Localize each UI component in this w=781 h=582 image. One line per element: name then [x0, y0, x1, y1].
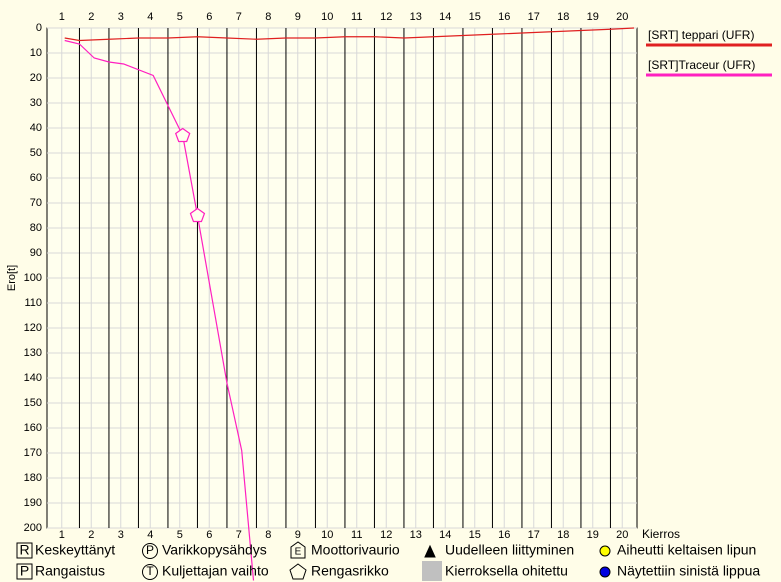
icon-house — [290, 541, 306, 559]
y-tick-label: 60 — [30, 172, 42, 184]
icon-circle — [142, 543, 158, 559]
x-tick-label: 14 — [439, 529, 451, 541]
y-tick-label: 30 — [30, 97, 42, 109]
series-line — [64, 27, 635, 42]
icon-blue — [599, 566, 611, 578]
x-tick-label-top: 4 — [147, 11, 153, 23]
x-tick-label-top: 8 — [265, 11, 271, 23]
icon-box — [16, 563, 33, 580]
legend-label: Keskeyttänyt — [35, 542, 115, 558]
x-tick-label-top: 5 — [177, 11, 183, 23]
x-tick-label: 8 — [265, 529, 271, 541]
icon-circle — [142, 564, 158, 580]
y-axis-label: Ero[t] — [6, 265, 18, 291]
x-tick-label-top: 2 — [88, 11, 94, 23]
x-tick-label-top: 19 — [587, 11, 599, 23]
icon-letter: E — [295, 547, 302, 558]
legend-label: [SRT] teppari (UFR) — [648, 28, 754, 42]
tyre-marker — [189, 207, 206, 223]
y-tick-label: 90 — [30, 247, 42, 259]
x-tick-label-top: 15 — [469, 11, 481, 23]
y-tick-label: 140 — [24, 372, 42, 384]
x-tick-label-top: 14 — [439, 11, 451, 23]
y-tick-label: 120 — [24, 322, 42, 334]
icon-letter: T — [146, 564, 154, 578]
y-tick-label: 160 — [24, 422, 42, 434]
y-tick-label: 10 — [30, 47, 42, 59]
x-tick-label: 9 — [295, 529, 301, 541]
legend-label: Moottorivaurio — [311, 542, 400, 558]
x-tick-label: 13 — [410, 529, 422, 541]
legend-label: Aiheutti keltaisen lipun — [617, 542, 756, 558]
x-tick-label: 12 — [380, 529, 392, 541]
x-tick-label-top: 10 — [321, 11, 333, 23]
x-tick-label-top: 16 — [498, 11, 510, 23]
legend-label: Kierroksella ohitettu — [445, 563, 568, 579]
x-tick-label-top: 1 — [59, 11, 65, 23]
x-tick-label: 1 — [59, 529, 65, 541]
x-tick-label: 20 — [616, 529, 628, 541]
icon-letter: P — [20, 563, 29, 579]
icon-box — [16, 542, 33, 559]
x-tick-label: 11 — [351, 529, 362, 541]
y-tick-label: 80 — [30, 222, 42, 234]
x-tick-label: 15 — [469, 529, 481, 541]
icon-gray — [422, 561, 442, 581]
legend-label: Uudelleen liittyminen — [445, 542, 574, 558]
y-tick-label: 20 — [30, 72, 42, 84]
y-tick-label: 200 — [24, 522, 42, 534]
x-tick-label-top: 9 — [295, 11, 301, 23]
x-axis-label: Kierros — [642, 527, 680, 541]
legend-label: [SRT]Traceur (UFR) — [648, 58, 755, 72]
x-tick-label: 16 — [498, 529, 510, 541]
x-tick-label: 18 — [557, 529, 569, 541]
legend-label: Rangaistus — [35, 563, 105, 579]
x-tick-label-top: 12 — [380, 11, 392, 23]
legend-label: Näytettiin sinistä lippua — [617, 563, 760, 579]
y-tick-label: 150 — [24, 397, 42, 409]
x-tick-label-top: 7 — [236, 11, 242, 23]
x-tick-label: 19 — [587, 529, 599, 541]
y-tick-label: 190 — [24, 497, 42, 509]
y-tick-label: 180 — [24, 472, 42, 484]
y-tick-label: 0 — [36, 22, 42, 34]
y-tick-label: 170 — [24, 447, 42, 459]
x-tick-label-top: 20 — [616, 11, 628, 23]
y-tick-label: 110 — [24, 297, 42, 309]
y-tick-label: 130 — [24, 347, 42, 359]
x-tick-label-top: 11 — [351, 11, 362, 23]
x-tick-label: 17 — [528, 529, 540, 541]
symbol-legend — [16, 541, 611, 581]
icon-letter: R — [19, 542, 29, 558]
legend-label: Varikkopysähdys — [162, 542, 267, 558]
icon-pentagon — [289, 563, 307, 580]
x-tick-label-top: 18 — [557, 11, 569, 23]
y-tick-label: 100 — [24, 272, 42, 284]
x-tick-label: 4 — [147, 529, 153, 541]
tyre-marker — [174, 127, 191, 143]
icon-yellow — [599, 545, 611, 557]
legend-label: Rengasrikko — [311, 563, 389, 579]
x-tick-label: 3 — [118, 529, 124, 541]
series-line — [64, 39, 255, 581]
y-tick-label: 70 — [30, 197, 42, 209]
x-tick-label-top: 3 — [118, 11, 124, 23]
legend-label: Kuljettajan vaihto — [162, 563, 269, 579]
x-tick-label: 10 — [321, 529, 333, 541]
x-tick-label: 7 — [236, 529, 242, 541]
y-tick-label: 50 — [30, 147, 42, 159]
x-tick-label: 5 — [177, 529, 183, 541]
x-tick-label-top: 13 — [410, 11, 422, 23]
x-tick-label: 6 — [206, 529, 212, 541]
icon-triangle — [424, 544, 436, 558]
x-tick-label: 2 — [88, 529, 94, 541]
y-tick-label: 40 — [30, 122, 42, 134]
x-tick-label-top: 17 — [528, 11, 540, 23]
icon-letter: P — [146, 543, 154, 557]
x-tick-label-top: 6 — [206, 11, 212, 23]
